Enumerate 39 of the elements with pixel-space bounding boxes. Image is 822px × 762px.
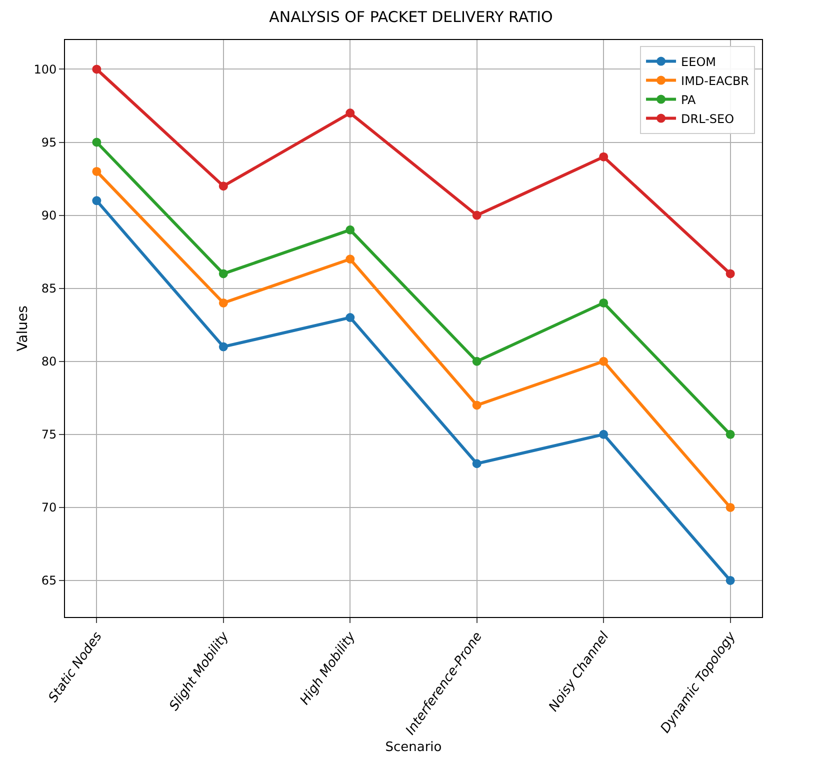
point (472, 210, 482, 220)
y-tick-label: 70 (41, 500, 57, 515)
point (92, 64, 102, 74)
y-tick-label: 95 (41, 135, 57, 150)
point (726, 430, 735, 439)
point (346, 108, 355, 118)
legend-label: EEOM (681, 54, 716, 69)
y-tick-label: 90 (41, 208, 57, 222)
y-tick-label: 85 (41, 282, 57, 296)
y-tick-label: 80 (41, 354, 57, 369)
point (346, 254, 355, 264)
chart-title: ANALYSIS OF PACKET DELIVERY RATIO (269, 8, 553, 26)
point (472, 400, 482, 410)
point (726, 502, 735, 512)
point (726, 576, 735, 585)
point (472, 459, 482, 468)
y-tick-label: 75 (41, 428, 57, 442)
legend-label: IMD-EACBR (681, 74, 750, 88)
point (92, 196, 102, 206)
point (346, 225, 355, 234)
point (472, 356, 482, 366)
x-axis-title: Scenario (385, 740, 442, 755)
point (218, 182, 228, 191)
point (92, 166, 102, 176)
point (218, 269, 228, 278)
y-tick-label: 100 (34, 62, 57, 76)
point (599, 152, 608, 162)
y-tick-label: 65 (41, 574, 57, 588)
point (92, 138, 102, 147)
legend-label: DRL-SEO (681, 112, 734, 126)
point (218, 342, 228, 352)
point (599, 356, 608, 366)
y-axis-title: Values (15, 306, 31, 352)
point (599, 298, 608, 308)
point (599, 430, 608, 439)
point (726, 269, 735, 278)
legend-label: PA (681, 92, 696, 107)
point (346, 313, 355, 322)
point (218, 298, 228, 308)
